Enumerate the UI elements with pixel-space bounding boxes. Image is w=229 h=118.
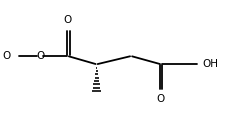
Text: O: O bbox=[156, 94, 164, 104]
Text: O: O bbox=[63, 15, 72, 25]
Text: O: O bbox=[36, 51, 44, 61]
Text: OH: OH bbox=[201, 59, 217, 69]
Text: O: O bbox=[3, 51, 11, 61]
